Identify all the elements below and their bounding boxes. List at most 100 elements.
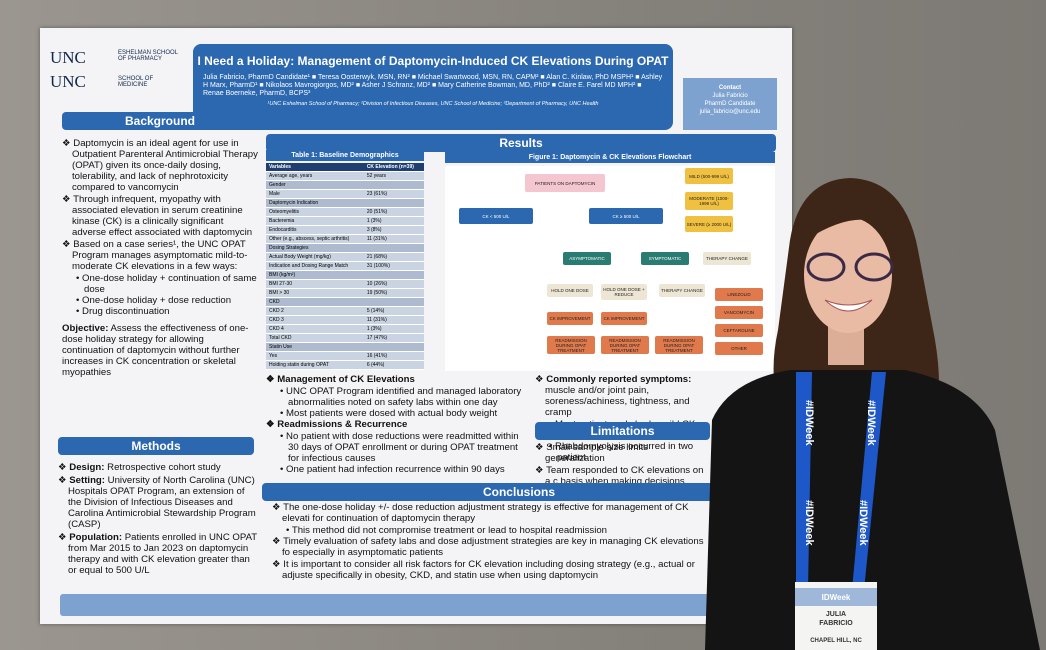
table-row: Dosing Strategies [266, 243, 424, 253]
flow-node: CK < 500 U/L [459, 208, 533, 224]
flow-node: PATIENTS ON DAPTOMYCIN [525, 174, 605, 192]
flow-node: CK IMPROVEMENT [601, 312, 647, 325]
table-cell: Average age, years [266, 171, 364, 181]
contact-role: PharmD Candidate [704, 101, 756, 107]
badge-text: CHAPEL HILL, NC [810, 638, 862, 644]
section-heading: Background [62, 112, 258, 130]
logo-text: SCHOOL OF MEDICINE [118, 76, 154, 88]
table-cell: 31 (100%) [363, 261, 424, 271]
table-row: Holding statin during OPAT 6 (44%) [266, 360, 424, 370]
authors: Julia Fabricio, PharmD Candidate¹ ■ Tere… [203, 74, 663, 97]
table-cell: 52 years [363, 171, 424, 181]
table-row: Actual Body Weight (mg/kg) 21 (68%) [266, 252, 424, 262]
table-row: Endocarditis 3 (8%) [266, 225, 424, 235]
lanyard [852, 372, 886, 590]
top [705, 370, 1040, 650]
footer [60, 594, 776, 616]
flowchart: PATIENTS ON DAPTOMYCIN CK < 500 U/L CK ≥ 5… [445, 166, 775, 371]
figure-title: Figure 1: Daptomycin & CK Elevations Flo… [445, 152, 775, 163]
table-cell: Indication and Dosing Range Match [266, 261, 364, 271]
table-title: Table 1: Baseline Demographics [266, 150, 424, 161]
table-row: BMI > 30 19 (50%) [266, 288, 424, 298]
flow-node: THERAPY CHANGE [703, 252, 751, 265]
list-item: One-dose holiday + dose reduction [62, 295, 258, 306]
table-cell: Gender [266, 180, 424, 190]
table-cell: 1 (3%) [363, 324, 424, 334]
table-row: Other (e.g., abscess, septic arthritis) 1… [266, 234, 424, 244]
table-cell: CKD [266, 297, 424, 307]
table-cell: Statin Use [266, 342, 424, 352]
table-row: BMI 27-30 10 (26%) [266, 279, 424, 289]
table-row: Osteomyelitis 20 (51%) [266, 207, 424, 217]
table-cell: CKD 4 [266, 324, 364, 334]
flow-node: SYMPTOMATIC [641, 252, 689, 265]
objective: Assess the effectiveness of one-dose hol… [62, 323, 249, 378]
contact-heading: Contact [718, 85, 742, 91]
glasses [854, 252, 894, 282]
table-row: CKD [266, 297, 424, 307]
table-cell: 21 (68%) [363, 252, 424, 262]
table: Variables CK Elevation (n=39) Average age,… [266, 163, 424, 370]
table-row: Gender [266, 180, 424, 190]
background-text: Daptomycin is an ideal agent for use in … [62, 138, 258, 378]
list-item: Most patients were dosed with actual bod… [266, 408, 531, 419]
section-heading: Results [266, 134, 776, 152]
flow-node: HOLD ONE DOSE + REDUCE [601, 284, 647, 300]
table-cell: Daptomycin Indication [266, 198, 424, 208]
poster: UNC ESHELMAN SCHOOL OF PHARMACY UNC SCHO… [40, 28, 792, 624]
table-row: Statin Use [266, 342, 424, 352]
flow-node: CK ≥ 500 U/L [589, 208, 663, 224]
table-cell: Other (e.g., abscess, septic arthritis) [266, 234, 364, 244]
logo: UNC [50, 72, 86, 91]
list-item: Daptomycin is an ideal agent for use in … [62, 138, 258, 193]
table-row: Yes 16 (41%) [266, 351, 424, 361]
table-cell: 10 (26%) [363, 279, 424, 289]
table-cell: 1 (3%) [363, 216, 424, 226]
flow-node: VANCOMYCIN [715, 306, 763, 319]
list-item: Drug discontinuation [62, 306, 258, 317]
table-cell: 5 (14%) [363, 306, 424, 316]
text: muscle and/or joint pain, soreness/achin… [545, 385, 690, 418]
label: Setting: [69, 475, 105, 486]
table-cell: CKD 3 [266, 315, 364, 325]
list-item: Small sample size limits generalization [535, 442, 705, 464]
list-item: Through infrequent, myopathy with associ… [62, 194, 258, 238]
table-row: Average age, years 52 years [266, 171, 424, 181]
label: Design: [69, 462, 105, 473]
label: Population: [69, 532, 123, 543]
text: University of North Carolina (UNC) Hospi… [68, 475, 256, 530]
table-row: Male 23 (61%) [266, 189, 424, 199]
table-cell: Holding statin during OPAT [266, 360, 364, 370]
table-cell: Dosing Strategies [266, 243, 424, 253]
flow-node: HOLD ONE DOSE [547, 284, 593, 297]
label: Commonly reported symptoms: [546, 374, 692, 385]
flow-node: READMISSION DURING OPAT TREATMENT [547, 336, 595, 354]
conclusion: It is important to consider all risk fac… [272, 559, 712, 581]
methods-text: Design: Retrospective cohort studySettin… [58, 462, 258, 578]
section-heading: Conclusions [262, 483, 776, 501]
table-cell: Male [266, 189, 364, 199]
flow-node: LINEZOLID [715, 288, 763, 301]
table-cell: BMI 27-30 [266, 279, 364, 289]
header-cell: Variables [266, 163, 364, 172]
lanyard-text: #IDWeek [865, 400, 877, 447]
table-row: Indication and Dosing Range Match 31 (100… [266, 261, 424, 271]
badge-text: IDWeek [822, 593, 851, 602]
conclusion: The one-dose holiday +/- dose reduction … [272, 502, 712, 524]
conclusion: Timely evaluation of safety labs and dos… [272, 536, 712, 558]
method-item: Population: Patients enrolled in UNC OPA… [58, 532, 258, 576]
flow-node: MODERATE (1000-1999 U/L) [685, 192, 733, 210]
badge-text: JULIA [826, 611, 846, 618]
table-cell: Osteomyelitis [266, 207, 364, 217]
table-row: Daptomycin Indication [266, 198, 424, 208]
table-cell: BMI (kg/m²) [266, 270, 424, 280]
table-cell: 17 (47%) [363, 333, 424, 343]
header-cell: CK Elevation (n=39) [363, 163, 424, 172]
table-cell: Endocarditis [266, 225, 364, 235]
table-cell: Total CKD [266, 333, 364, 343]
contact-email: julia_fabricio@unc.edu [699, 109, 761, 115]
text: Retrospective cohort study [107, 462, 221, 473]
flow-node: CEFTAROLINE [715, 324, 763, 337]
